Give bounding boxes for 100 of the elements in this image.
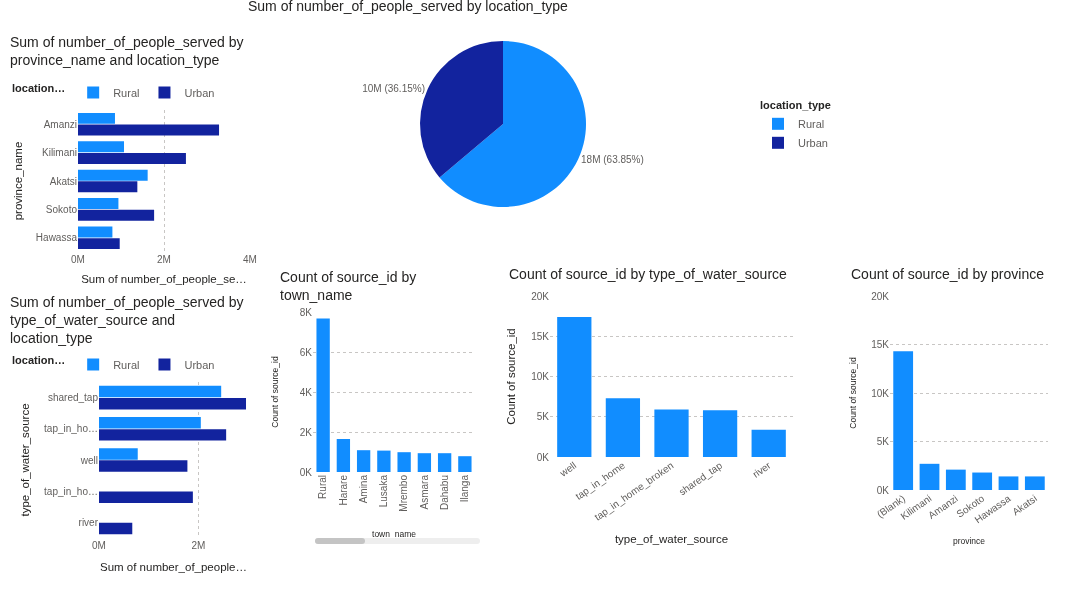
chart-title: Sum of number_of_people_served by type_of_water_source and location_type xyxy=(10,293,244,347)
legend-label: Urban xyxy=(184,86,215,99)
y-tick-label: 2K xyxy=(299,426,313,438)
x-tick-label: 0M xyxy=(92,540,106,551)
y-tick-label: Amanzi xyxy=(43,118,77,130)
legend-label: Rural xyxy=(798,118,825,131)
bar xyxy=(78,209,155,221)
data-label: 10M (36.15%) xyxy=(362,82,425,94)
bar xyxy=(99,429,227,441)
y-tick-label: 0K xyxy=(299,466,313,478)
y-tick-label: 20K xyxy=(871,290,890,302)
bar xyxy=(972,472,993,490)
legend-label: Urban xyxy=(798,137,828,150)
x-tick-label: 0M xyxy=(71,254,85,265)
y-tick-label: 4K xyxy=(299,386,313,398)
x-tick-label: Amina xyxy=(357,474,369,504)
x-axis-title: type_of_water_source xyxy=(614,533,729,546)
y-axis-title: type_of_water_source xyxy=(18,403,31,517)
bar xyxy=(99,460,188,472)
x-tick-label: Harare xyxy=(337,474,349,506)
x-tick-label: Ilanga xyxy=(459,474,471,503)
bar xyxy=(78,152,186,164)
data-label: 18M (63.85%) xyxy=(581,154,644,166)
chart-title: Count of source_id by type_of_water_source xyxy=(509,265,788,282)
x-tick-label: Rural xyxy=(317,475,329,499)
bar xyxy=(78,226,113,238)
y-tick-label: 5K xyxy=(876,436,890,447)
x-axis-title: town_name xyxy=(372,529,417,540)
bar xyxy=(751,429,786,457)
legend-title: location… xyxy=(12,354,66,367)
x-tick-label: Lusaka xyxy=(378,474,390,508)
bar xyxy=(78,124,220,136)
bar xyxy=(99,397,247,410)
x-tick-label: river xyxy=(750,459,774,480)
legend-label: Rural xyxy=(113,86,140,99)
bar xyxy=(397,452,411,472)
bar xyxy=(316,318,330,472)
y-tick-label: 5K xyxy=(536,411,550,423)
x-tick-label: Dahabu xyxy=(438,475,450,511)
chart-title: Count of source_id by town_name xyxy=(280,268,417,303)
bar xyxy=(336,439,351,472)
bar xyxy=(78,181,138,193)
x-tick-label: Mrembo xyxy=(398,474,410,512)
x-tick-label: 4M xyxy=(243,254,257,265)
y-tick-label: 15K xyxy=(871,339,890,350)
bar xyxy=(99,522,133,535)
bar xyxy=(377,450,391,472)
bar xyxy=(702,410,738,457)
y-tick-label: Akatsi xyxy=(49,175,77,187)
chart-title: Count of source_id by province xyxy=(851,265,1045,282)
bar xyxy=(78,112,115,124)
bar xyxy=(417,453,432,472)
legend-title: location_type xyxy=(760,99,831,112)
bar xyxy=(998,476,1019,490)
x-axis-title: province xyxy=(952,535,986,546)
chart-title: Sum of number_of_people_served by location_type xyxy=(248,0,569,14)
y-tick-label: 10K xyxy=(871,387,890,399)
x-tick-label: well xyxy=(557,459,579,480)
bar xyxy=(654,409,689,457)
y-tick-label: Hawassa xyxy=(35,232,78,244)
legend-label: Urban xyxy=(184,358,215,371)
bar xyxy=(945,469,966,490)
y-axis-title: province_name xyxy=(12,141,25,221)
chart-title: Sum of number_of_people_served by province_name and location_type xyxy=(10,33,244,68)
y-tick-label: 8K xyxy=(299,306,313,318)
bar xyxy=(99,417,201,429)
bar xyxy=(78,169,148,181)
y-tick-label: 20K xyxy=(531,290,550,302)
y-tick-label: 15K xyxy=(531,330,550,342)
x-axis-title: Sum of number_of_people… xyxy=(99,560,248,573)
legend-label: Rural xyxy=(113,358,140,371)
y-tick-label: Kilimani xyxy=(41,147,77,159)
y-axis-title: Count of source_id xyxy=(847,357,858,429)
bar xyxy=(557,316,592,457)
x-tick-label: 2M xyxy=(191,540,206,551)
bar xyxy=(437,453,452,472)
y-tick-label: tap_in_ho… xyxy=(44,423,98,435)
y-tick-label: Sokoto xyxy=(45,203,78,215)
x-axis-title: Sum of number_of_people_se… xyxy=(81,272,247,285)
y-axis-title: Count of source_id xyxy=(504,328,517,425)
legend-title: location… xyxy=(12,82,66,95)
bar xyxy=(1024,476,1045,490)
y-tick-label: shared_tap xyxy=(47,392,99,404)
y-tick-label: 0K xyxy=(536,451,550,463)
bar xyxy=(99,385,222,398)
bar xyxy=(99,491,193,503)
y-tick-label: 10K xyxy=(531,371,550,382)
bar xyxy=(893,351,914,490)
bar xyxy=(458,456,472,472)
bar xyxy=(919,463,940,490)
y-tick-label: tap_in_ho… xyxy=(44,485,98,497)
x-tick-label: 2M xyxy=(157,254,171,265)
y-tick-label: 0K xyxy=(876,484,890,496)
bar xyxy=(78,238,120,250)
bar xyxy=(99,448,138,460)
bar xyxy=(78,141,125,153)
y-axis-title: Count of source_id xyxy=(270,356,280,428)
bar xyxy=(78,198,119,210)
bar xyxy=(605,398,641,457)
y-tick-label: 6K xyxy=(299,346,313,358)
